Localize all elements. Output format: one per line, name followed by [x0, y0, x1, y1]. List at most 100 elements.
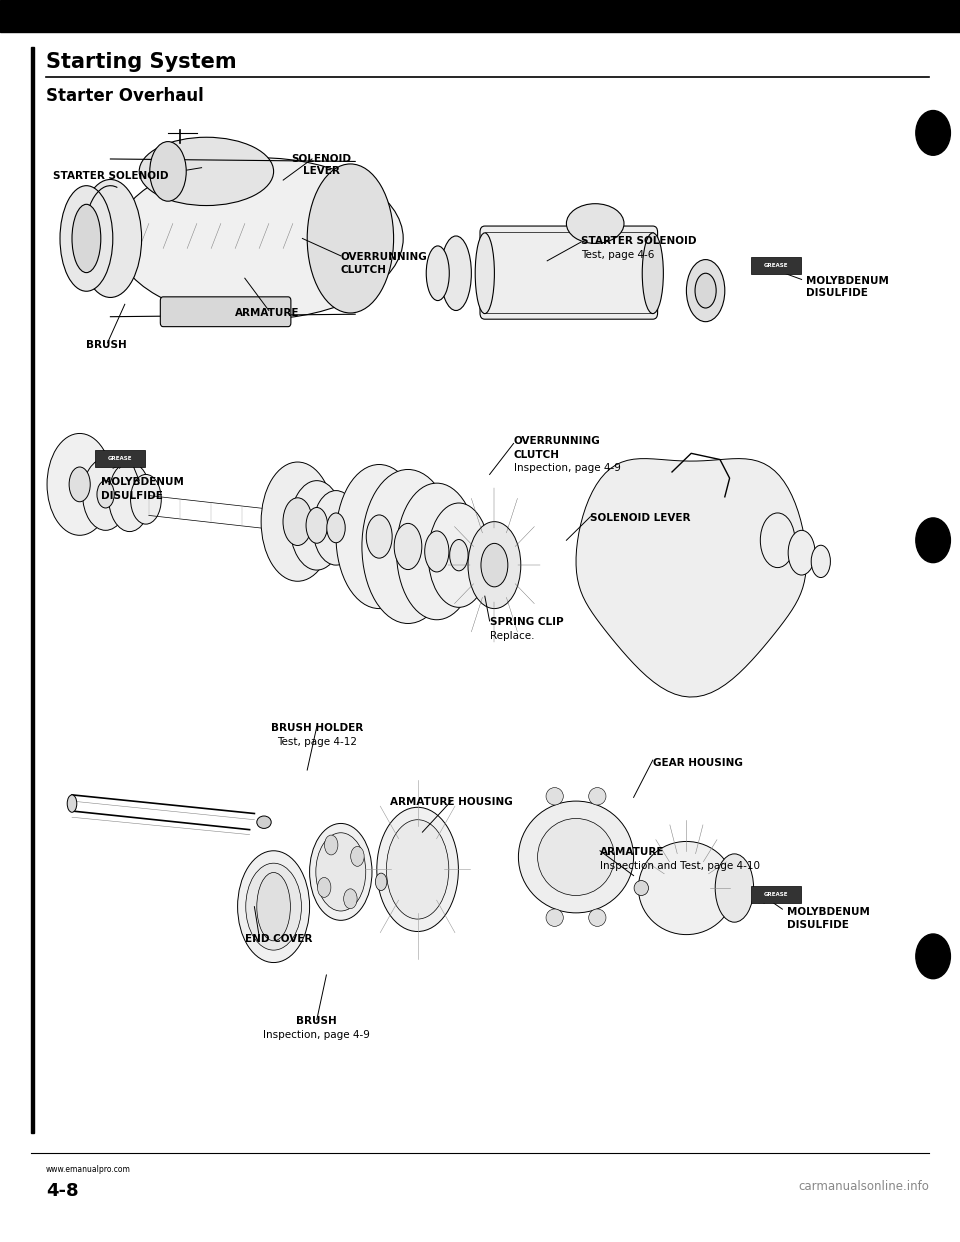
Text: LEVER: LEVER: [303, 166, 340, 176]
Bar: [0, 0, 960, 32]
Ellipse shape: [566, 204, 624, 243]
Ellipse shape: [518, 801, 634, 913]
Ellipse shape: [546, 787, 564, 805]
Text: BRUSH: BRUSH: [297, 1016, 337, 1026]
Text: STARTER SOLENOID: STARTER SOLENOID: [581, 236, 696, 246]
Ellipse shape: [546, 909, 564, 927]
Bar: [95, 450, 145, 467]
Text: CLUTCH: CLUTCH: [514, 450, 560, 460]
Ellipse shape: [307, 164, 394, 313]
Ellipse shape: [344, 889, 357, 909]
Bar: [31, 47, 34, 1133]
Ellipse shape: [324, 835, 338, 854]
Ellipse shape: [449, 539, 468, 571]
Ellipse shape: [686, 260, 725, 322]
Text: GEAR HOUSING: GEAR HOUSING: [653, 758, 743, 768]
Text: GREASE: GREASE: [108, 456, 132, 461]
Ellipse shape: [642, 233, 663, 314]
Ellipse shape: [588, 909, 606, 927]
Ellipse shape: [788, 530, 815, 575]
Ellipse shape: [316, 833, 366, 912]
Ellipse shape: [47, 433, 112, 535]
Ellipse shape: [375, 873, 387, 891]
Ellipse shape: [313, 491, 359, 565]
Text: SPRING CLIP: SPRING CLIP: [490, 617, 564, 627]
Ellipse shape: [131, 474, 161, 524]
Ellipse shape: [261, 462, 334, 581]
Text: DISULFIDE: DISULFIDE: [787, 920, 849, 930]
Ellipse shape: [306, 508, 327, 543]
Ellipse shape: [635, 881, 649, 895]
Circle shape: [916, 111, 950, 155]
Text: MOLYBDENUM: MOLYBDENUM: [787, 907, 870, 917]
Text: DISULFIDE: DISULFIDE: [101, 491, 162, 501]
Ellipse shape: [72, 204, 101, 272]
Text: ARMATURE: ARMATURE: [235, 308, 300, 318]
Ellipse shape: [139, 138, 274, 205]
Ellipse shape: [760, 513, 795, 568]
Ellipse shape: [424, 532, 449, 571]
Ellipse shape: [538, 818, 614, 895]
Text: Inspection, page 4-9: Inspection, page 4-9: [263, 1030, 371, 1040]
Text: Test, page 4-12: Test, page 4-12: [276, 737, 357, 746]
Bar: [751, 257, 801, 274]
Ellipse shape: [376, 807, 459, 932]
Text: GREASE: GREASE: [763, 263, 788, 268]
Polygon shape: [576, 458, 806, 697]
Ellipse shape: [715, 854, 754, 922]
FancyBboxPatch shape: [480, 226, 658, 319]
Ellipse shape: [475, 233, 494, 314]
Ellipse shape: [811, 545, 830, 578]
Text: END COVER: END COVER: [245, 934, 312, 944]
Text: Test, page 4-6: Test, page 4-6: [581, 250, 654, 260]
Ellipse shape: [428, 503, 490, 607]
Ellipse shape: [588, 787, 606, 805]
Ellipse shape: [79, 180, 142, 297]
Ellipse shape: [69, 467, 90, 502]
Text: Starting System: Starting System: [46, 52, 237, 72]
Text: STARTER SOLENOID: STARTER SOLENOID: [53, 171, 168, 181]
Text: ARMATURE: ARMATURE: [600, 847, 664, 857]
Text: GREASE: GREASE: [763, 892, 788, 897]
Ellipse shape: [362, 469, 454, 623]
Ellipse shape: [257, 816, 272, 828]
Ellipse shape: [395, 523, 421, 570]
Ellipse shape: [309, 823, 372, 920]
Text: carmanualsonline.info: carmanualsonline.info: [799, 1180, 929, 1192]
Ellipse shape: [60, 185, 112, 291]
Text: OVERRUNNING: OVERRUNNING: [341, 252, 427, 262]
Ellipse shape: [97, 481, 114, 508]
Ellipse shape: [396, 483, 477, 620]
Ellipse shape: [426, 246, 449, 301]
Ellipse shape: [237, 851, 309, 963]
Ellipse shape: [386, 820, 449, 919]
Ellipse shape: [350, 847, 364, 867]
Ellipse shape: [256, 872, 290, 941]
Text: MOLYBDENUM: MOLYBDENUM: [101, 477, 183, 487]
Text: DISULFIDE: DISULFIDE: [806, 288, 868, 298]
Text: Inspection and Test, page 4-10: Inspection and Test, page 4-10: [600, 861, 760, 871]
Ellipse shape: [67, 795, 77, 812]
Ellipse shape: [336, 465, 422, 609]
Ellipse shape: [290, 481, 344, 570]
Text: CLUTCH: CLUTCH: [341, 265, 387, 274]
Ellipse shape: [468, 522, 521, 609]
Text: Starter Overhaul: Starter Overhaul: [46, 87, 204, 104]
Text: SOLENOID LEVER: SOLENOID LEVER: [590, 513, 691, 523]
Ellipse shape: [367, 515, 393, 558]
Text: BRUSH HOLDER: BRUSH HOLDER: [271, 723, 363, 733]
Text: 4-8: 4-8: [46, 1182, 79, 1200]
Ellipse shape: [83, 458, 129, 530]
Bar: [751, 886, 801, 903]
Ellipse shape: [283, 498, 312, 545]
Text: SOLENOID: SOLENOID: [292, 154, 351, 164]
Text: www.emanualpro.com: www.emanualpro.com: [46, 1165, 131, 1174]
Text: BRUSH: BRUSH: [86, 340, 127, 350]
Ellipse shape: [246, 863, 301, 950]
Ellipse shape: [638, 842, 734, 934]
Ellipse shape: [695, 273, 716, 308]
Ellipse shape: [318, 878, 331, 897]
Circle shape: [916, 934, 950, 979]
Text: MOLYBDENUM: MOLYBDENUM: [806, 276, 889, 286]
Ellipse shape: [326, 513, 346, 543]
